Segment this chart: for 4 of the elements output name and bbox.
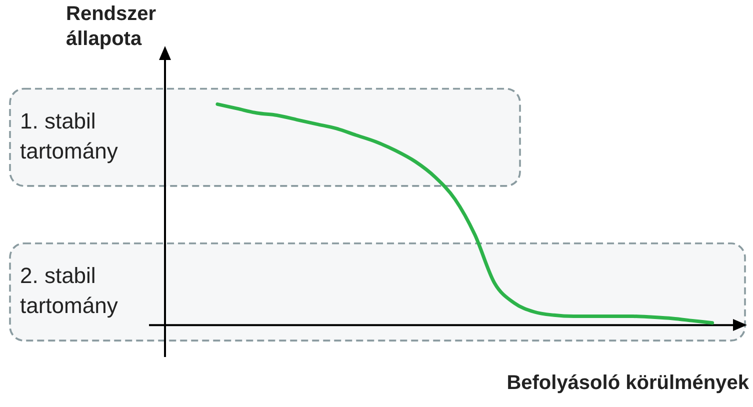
band-label: 2. stabil tartomány — [20, 263, 118, 318]
y-axis-title: Rendszer állapota — [66, 2, 158, 52]
band-label: 1. stabil tartomány — [20, 108, 118, 164]
x-axis-title: Befolyásoló körülmények — [506, 372, 749, 395]
